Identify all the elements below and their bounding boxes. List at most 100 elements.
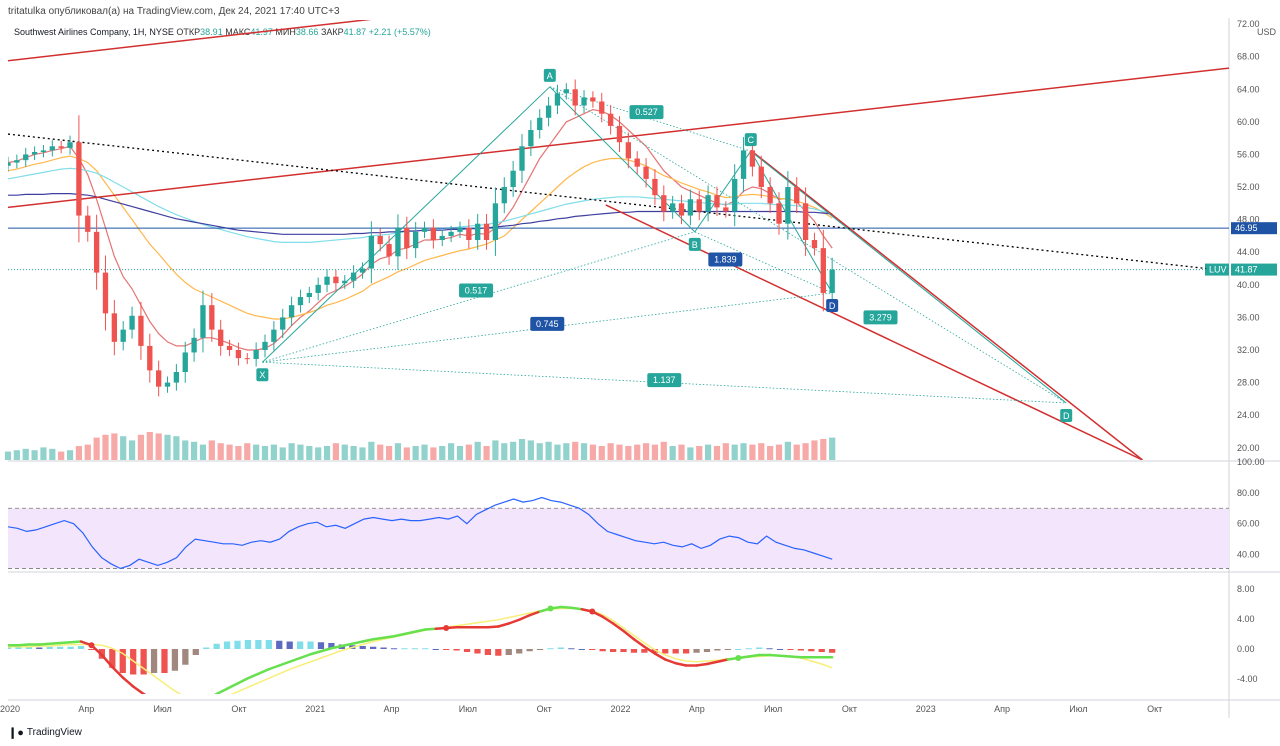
macd-histogram-bar [328, 643, 335, 649]
change-value: +2.21 (+5.57%) [368, 27, 431, 37]
price-tick-label: 60.00 [1237, 117, 1260, 127]
macd-fast-line [246, 672, 260, 680]
time-tick-label: Окт [1147, 704, 1162, 714]
macd-fast-line [382, 635, 396, 639]
macd-histogram-bar [568, 648, 575, 650]
macd-histogram-bar [307, 641, 314, 649]
macd-fast-line [622, 629, 636, 641]
macd-fast-line [236, 677, 250, 685]
high-label: МАКС [225, 27, 251, 37]
pattern-point-label: C [748, 135, 755, 145]
volume-bar [270, 444, 277, 460]
candle-body [350, 272, 357, 281]
time-tick-label: Апр [78, 704, 94, 714]
close-value: 41.87 [343, 27, 367, 37]
volume-bar [713, 446, 721, 460]
volume-bar [288, 443, 295, 460]
macd-histogram-bar [495, 649, 502, 656]
macd-histogram-bar [526, 649, 533, 652]
macd-histogram-bar [276, 640, 283, 649]
candle-body [8, 162, 11, 166]
tradingview-logo-icon: ❙● [8, 727, 24, 739]
macd-fast-line [131, 685, 145, 694]
volume-bar [164, 434, 171, 460]
candle-body [191, 337, 197, 353]
price-tick-label: 68.00 [1237, 52, 1260, 62]
macd-histogram-bar [735, 649, 742, 650]
volume-bar [93, 437, 100, 460]
ticker-label: LUV [1209, 265, 1227, 275]
macd-fast-line [371, 636, 385, 641]
macd-fast-line [225, 682, 239, 690]
volume-bar [306, 446, 313, 460]
macd-histogram-bar [547, 648, 554, 650]
moving-average-line [7, 108, 833, 351]
channel-line [750, 149, 1143, 460]
volume-bar [518, 439, 526, 460]
volume-bar [315, 447, 322, 460]
candle-body [820, 248, 826, 293]
candle-body [714, 195, 720, 208]
candle-body [324, 276, 330, 285]
macd-histogram-bar [161, 649, 168, 673]
macd-fast-line [17, 643, 31, 647]
macd-cross-dot [589, 608, 596, 615]
macd-fast-line [298, 653, 312, 660]
macd-fast-line [330, 644, 344, 650]
macd-histogram-bar [672, 649, 679, 654]
macd-fast-line [340, 642, 354, 648]
rsi-tick-label: 100.00 [1237, 457, 1265, 467]
volume-bar [350, 446, 357, 460]
volume-bar [84, 444, 91, 460]
volume-bar [589, 444, 597, 460]
macd-fast-line [486, 625, 500, 629]
volume-bar [492, 440, 499, 460]
candle-body [262, 341, 268, 350]
pattern-leg [262, 86, 551, 363]
macd-histogram-bar [599, 649, 606, 652]
pattern-point-label: X [259, 370, 265, 380]
volume-bar [784, 441, 791, 460]
candle-body [510, 170, 516, 188]
macd-histogram-bar [182, 649, 189, 665]
price-tick-label: 40.00 [1237, 280, 1260, 290]
macd-fast-line [100, 653, 114, 669]
candle-body [661, 195, 667, 212]
macd-fast-line [695, 662, 709, 667]
candle-body [129, 315, 135, 330]
channel-line [8, 20, 372, 62]
macd-fast-line [111, 665, 125, 679]
macd-fast-line [643, 645, 657, 655]
volume-bar [208, 440, 215, 460]
candle-body [625, 142, 632, 159]
candle-body [616, 125, 623, 143]
volume-bar [40, 447, 47, 460]
volume-bar [191, 441, 198, 460]
volume-bar [767, 446, 774, 460]
price-tick-label: 64.00 [1237, 84, 1260, 94]
ratio-label: 0.527 [635, 107, 658, 117]
candle-body [235, 350, 242, 359]
macd-fast-line [267, 664, 281, 671]
volume-bar [261, 446, 269, 460]
price-tick-label: 48.00 [1237, 215, 1260, 225]
macd-cross-dot [547, 605, 554, 612]
candle-body [599, 101, 605, 114]
macd-fast-line [653, 652, 667, 661]
candle-body [58, 146, 64, 148]
volume-bar [430, 447, 437, 460]
price-tick-label: 20.00 [1237, 443, 1260, 453]
time-tick-label: Апр [994, 704, 1010, 714]
price-tick-label: 56.00 [1237, 149, 1260, 159]
volume-bar [22, 448, 29, 460]
tradingview-brand[interactable]: ❙● TradingView [8, 726, 82, 739]
price-tick-label: 28.00 [1237, 378, 1260, 388]
volume-bar [465, 444, 472, 460]
candle-body [439, 235, 445, 240]
macd-histogram-bar [25, 646, 32, 649]
candle-body [138, 315, 144, 346]
volume-bar [607, 443, 614, 460]
macd-fast-line [768, 653, 782, 657]
time-tick-label: 2020 [0, 704, 20, 714]
